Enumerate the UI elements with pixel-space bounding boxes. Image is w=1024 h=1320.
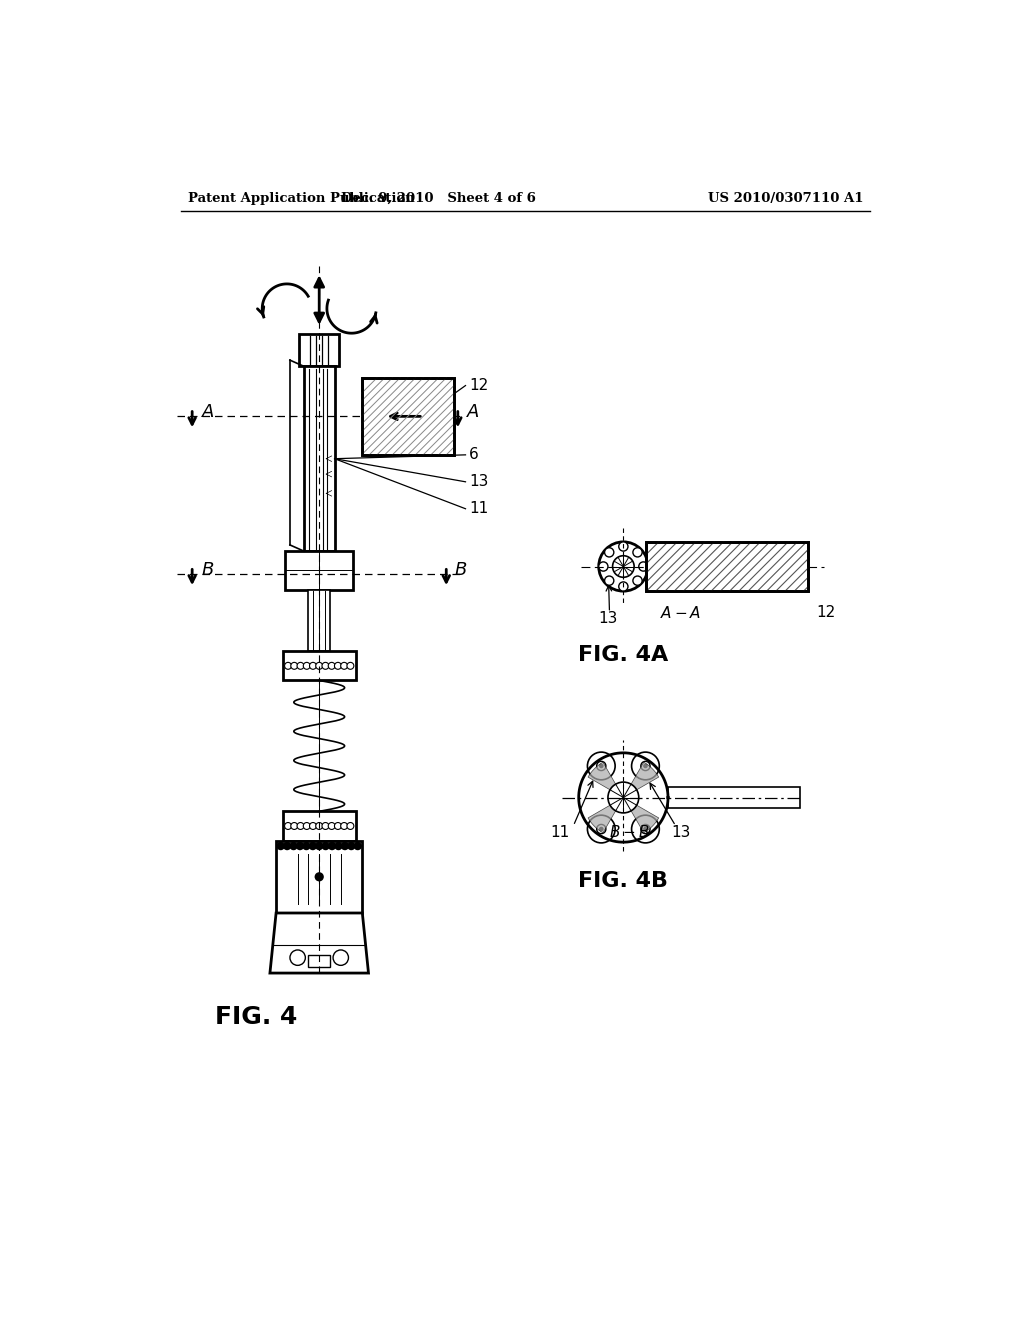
Circle shape (290, 842, 298, 850)
Circle shape (297, 663, 304, 669)
Polygon shape (631, 762, 658, 789)
Text: FIG. 4B: FIG. 4B (579, 871, 669, 891)
FancyBboxPatch shape (283, 812, 355, 841)
Circle shape (329, 822, 335, 829)
Text: $\mathit{B}-\mathit{B}$: $\mathit{B}-\mathit{B}$ (609, 824, 650, 840)
Text: Patent Application Publication: Patent Application Publication (188, 191, 415, 205)
Circle shape (632, 752, 659, 780)
FancyBboxPatch shape (304, 367, 335, 552)
Circle shape (309, 663, 316, 669)
Circle shape (308, 842, 317, 850)
Circle shape (588, 752, 615, 780)
Circle shape (341, 822, 347, 829)
Polygon shape (588, 762, 615, 789)
Circle shape (643, 826, 648, 832)
Circle shape (599, 562, 608, 572)
Circle shape (618, 541, 628, 552)
Circle shape (285, 822, 292, 829)
FancyBboxPatch shape (276, 841, 362, 913)
Circle shape (599, 764, 603, 768)
Text: US 2010/0307110 A1: US 2010/0307110 A1 (708, 191, 863, 205)
Circle shape (608, 781, 639, 813)
Circle shape (334, 842, 343, 850)
Circle shape (597, 762, 606, 771)
Circle shape (341, 842, 349, 850)
Circle shape (291, 822, 298, 829)
Circle shape (612, 556, 634, 577)
Circle shape (329, 663, 335, 669)
Circle shape (302, 842, 310, 850)
Circle shape (283, 842, 292, 850)
FancyBboxPatch shape (308, 954, 330, 966)
Circle shape (641, 825, 650, 834)
Text: $\mathit{B}$: $\mathit{B}$ (202, 561, 215, 578)
Circle shape (633, 576, 642, 585)
Circle shape (297, 822, 304, 829)
Text: 6: 6 (469, 447, 479, 462)
Circle shape (599, 541, 648, 591)
Circle shape (315, 842, 324, 850)
Circle shape (333, 950, 348, 965)
Circle shape (347, 822, 354, 829)
Circle shape (276, 842, 285, 850)
Circle shape (303, 663, 310, 669)
Text: 12: 12 (816, 605, 836, 620)
Circle shape (347, 842, 355, 850)
FancyBboxPatch shape (361, 378, 454, 455)
FancyBboxPatch shape (286, 552, 353, 590)
Circle shape (296, 842, 304, 850)
Text: $\mathit{A}$: $\mathit{A}$ (466, 403, 479, 421)
Circle shape (353, 842, 361, 850)
FancyBboxPatch shape (283, 651, 355, 681)
Circle shape (315, 822, 323, 829)
Circle shape (341, 663, 347, 669)
Text: $\mathit{A}$: $\mathit{A}$ (202, 403, 215, 421)
Circle shape (633, 548, 642, 557)
Text: FIG. 4: FIG. 4 (215, 1005, 298, 1030)
Circle shape (314, 873, 324, 882)
Circle shape (291, 663, 298, 669)
Polygon shape (270, 913, 369, 973)
Text: 13: 13 (469, 474, 488, 490)
Circle shape (597, 825, 606, 834)
Circle shape (599, 826, 603, 832)
Text: 13: 13 (598, 611, 617, 627)
FancyBboxPatch shape (668, 787, 801, 808)
Text: FIG. 4A: FIG. 4A (579, 645, 669, 665)
Circle shape (328, 842, 336, 850)
Circle shape (335, 663, 341, 669)
Circle shape (641, 762, 650, 771)
Text: $\mathit{B}$: $\mathit{B}$ (454, 561, 467, 578)
Text: 12: 12 (469, 378, 488, 393)
Text: 13: 13 (672, 825, 691, 840)
Circle shape (604, 576, 613, 585)
Circle shape (632, 816, 659, 843)
Circle shape (643, 764, 648, 768)
Circle shape (309, 822, 316, 829)
FancyBboxPatch shape (308, 590, 330, 651)
Circle shape (322, 842, 330, 850)
Circle shape (303, 822, 310, 829)
FancyBboxPatch shape (299, 334, 339, 367)
Circle shape (335, 822, 341, 829)
Circle shape (322, 663, 329, 669)
Polygon shape (588, 805, 615, 833)
Circle shape (315, 663, 323, 669)
Circle shape (290, 950, 305, 965)
Text: 11: 11 (551, 825, 569, 840)
Text: Dec. 9, 2010   Sheet 4 of 6: Dec. 9, 2010 Sheet 4 of 6 (341, 191, 536, 205)
Circle shape (604, 548, 613, 557)
Circle shape (588, 816, 615, 843)
Circle shape (285, 663, 292, 669)
Text: $\mathit{A}-\mathit{A}$: $\mathit{A}-\mathit{A}$ (660, 605, 701, 620)
Circle shape (322, 822, 329, 829)
Text: 11: 11 (469, 502, 488, 516)
Circle shape (347, 663, 354, 669)
Circle shape (639, 562, 648, 572)
Polygon shape (631, 805, 658, 833)
Circle shape (618, 582, 628, 591)
FancyBboxPatch shape (646, 543, 808, 591)
